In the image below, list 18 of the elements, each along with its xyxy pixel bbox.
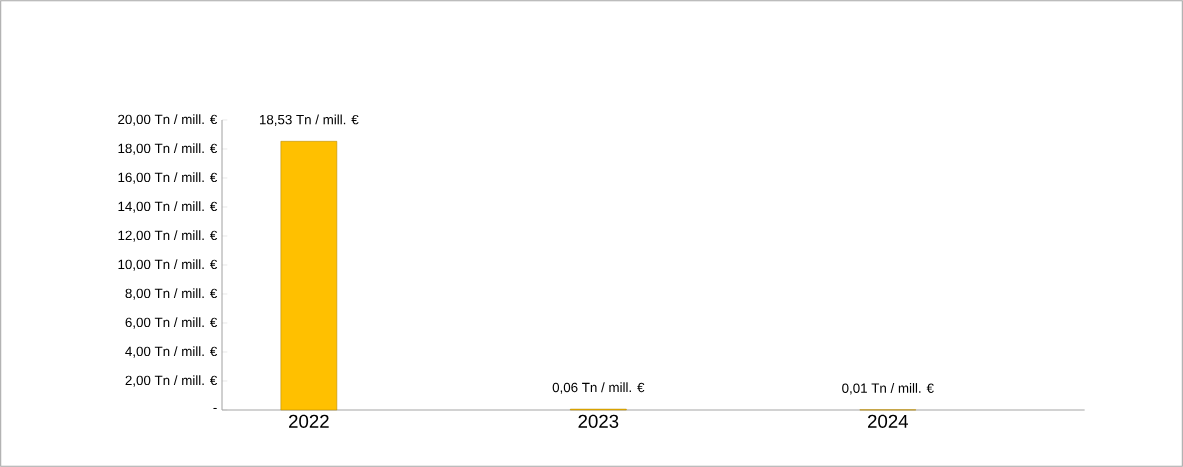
y-tick-label: 10,00 Tn / mill. € — [118, 259, 218, 271]
x-tick-label: 2023 — [578, 414, 619, 428]
x-tick-label: 2022 — [289, 414, 329, 428]
data-label: 18,53 Tn / mill. € — [259, 114, 359, 126]
x-tick-label: 2024 — [867, 414, 909, 428]
y-tick-label: 20,00 Tn / mill. € — [118, 114, 218, 126]
y-tick-label: 14,00 Tn / mill. € — [118, 201, 218, 213]
bar — [280, 141, 338, 411]
y-tick-label: - — [213, 407, 217, 409]
y-tick-label: 8,00 Tn / mill. € — [125, 288, 218, 300]
data-label: 0,06 Tn / mill. € — [552, 382, 645, 394]
y-tick-label: 16,00 Tn / mill. € — [118, 172, 218, 184]
y-tick-label: 12,00 Tn / mill. € — [118, 230, 218, 242]
y-tick-label: 6,00 Tn / mill. € — [125, 317, 218, 329]
data-label: 0,01 Tn / mill. € — [842, 383, 934, 395]
y-tick-label: 18,00 Tn / mill. € — [118, 143, 218, 155]
y-tick-label: 2,00 Tn / mill. € — [125, 375, 218, 387]
y-tick-label: 4,00 Tn / mill. € — [125, 346, 218, 358]
